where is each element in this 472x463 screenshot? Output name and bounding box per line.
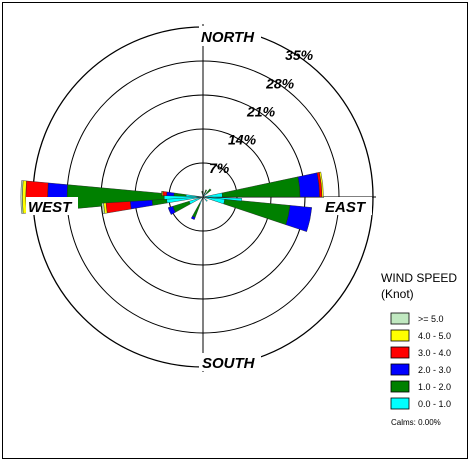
petal-7-bin-2 <box>190 215 196 220</box>
petal-0-bin-5 <box>20 180 24 214</box>
legend-swatch <box>390 312 410 325</box>
south-label: SOUTH <box>202 355 256 372</box>
petal-6-bin-2 <box>167 205 176 215</box>
ring-label-28: 28% <box>265 75 295 91</box>
petal-3-bin-2 <box>297 172 320 198</box>
ring-label-35: 35% <box>285 47 314 63</box>
east-label-bg <box>324 197 372 215</box>
petal-1-bin-2 <box>130 199 153 210</box>
petal-10-bin-1 <box>201 190 203 194</box>
petal-2-bin-3 <box>162 191 168 196</box>
ring-label-7: 7% <box>209 160 230 176</box>
legend-label: 2.0 - 3.0 <box>418 365 451 375</box>
petal-3-bin-4 <box>319 171 324 198</box>
north-label: NORTH <box>201 29 255 46</box>
legend-label: 1.0 - 2.0 <box>418 382 451 392</box>
legend-unit: (Knot) <box>381 287 414 301</box>
legend-swatch <box>390 329 410 342</box>
petal-1-bin-3 <box>105 201 132 214</box>
petal-11-bin-0 <box>202 196 208 202</box>
chart-frame <box>2 2 468 459</box>
legend: >= 5.0 4.0 - 5.0 3.0 - 4.0 2.0 - 3.0 1.0 - 2… <box>390 312 451 410</box>
ring-label-21: 21% <box>246 103 276 119</box>
legend-title: WIND SPEED <box>381 271 457 285</box>
legend-swatch <box>390 397 410 410</box>
west-label: WEST <box>28 199 73 216</box>
petal-5-bin-0 <box>202 196 243 202</box>
legend-swatch <box>390 363 410 376</box>
petal-2-bin-2 <box>166 191 175 197</box>
petal-2-bin-0 <box>185 194 204 198</box>
legend-swatch <box>390 346 410 359</box>
legend-label: 0.0 - 1.0 <box>418 399 451 409</box>
legend-swatch <box>390 380 410 393</box>
legend-label: 3.0 - 4.0 <box>418 348 451 358</box>
east-label: EAST <box>325 199 367 216</box>
petal-8-bin-1 <box>205 188 212 195</box>
petals <box>20 171 324 232</box>
legend-calms: Calms: 0.00% <box>391 418 441 427</box>
south-label-bg <box>199 353 261 371</box>
petal-9-bin-1 <box>204 189 208 194</box>
legend-label: >= 5.0 <box>418 314 444 324</box>
petal-3-bin-1 <box>221 176 301 198</box>
west-label-bg <box>26 197 78 215</box>
petal-1-bin-5 <box>101 202 106 214</box>
petal-0-bin-4 <box>22 180 27 214</box>
legend-label: 4.0 - 5.0 <box>418 331 451 341</box>
petal-4-bin-2 <box>285 205 312 232</box>
petal-7-bin-1 <box>192 203 201 218</box>
petal-2-bin-5 <box>161 190 163 196</box>
ring-label-14: 14% <box>228 132 257 148</box>
petal-2-bin-1 <box>173 192 187 197</box>
petal-6-bin-1 <box>172 201 191 213</box>
petal-1-bin-1 <box>151 199 168 206</box>
ring-labels: 7% 14% 21% 28% 35% <box>209 47 314 176</box>
north-label-bg <box>199 26 261 46</box>
